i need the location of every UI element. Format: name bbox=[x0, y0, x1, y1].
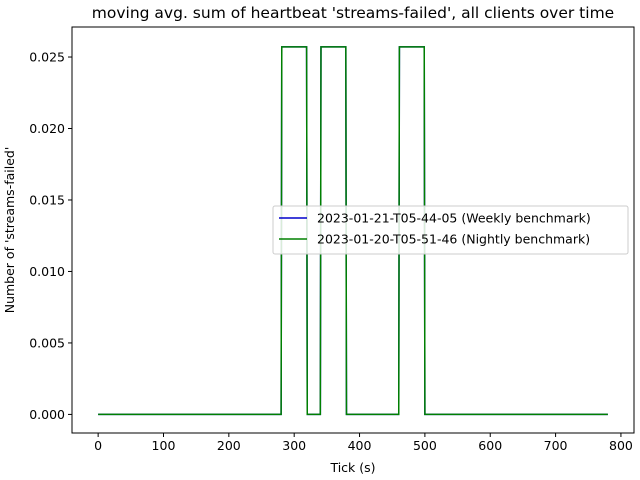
x-tick-label: 600 bbox=[478, 438, 502, 453]
x-tick-label: 400 bbox=[348, 438, 372, 453]
plot-area-frame bbox=[71, 26, 635, 434]
x-tick-label: 100 bbox=[152, 438, 176, 453]
legend-label-2: 2023-01-20-T05-51-46 (Nightly benchmark) bbox=[317, 232, 590, 247]
x-tick-label: 800 bbox=[609, 438, 633, 453]
x-tick-label: 0 bbox=[94, 438, 102, 453]
y-tick-label: 0.000 bbox=[29, 407, 65, 422]
y-tick-label: 0.020 bbox=[29, 121, 65, 136]
series-line-2 bbox=[98, 46, 608, 416]
legend: 2023-01-21-T05-44-05 (Weekly benchmark) 2… bbox=[272, 205, 629, 255]
x-tick-label: 700 bbox=[544, 438, 568, 453]
y-axis-label: Number of 'streams-failed' bbox=[2, 147, 17, 314]
y-tick-label: 0.015 bbox=[29, 192, 65, 207]
y-tick-label: 0.010 bbox=[29, 264, 65, 279]
y-tick-label: 0.025 bbox=[29, 50, 65, 65]
x-tick-label: 500 bbox=[413, 438, 437, 453]
y-tick-label: 0.005 bbox=[29, 335, 65, 350]
legend-label-1: 2023-01-21-T05-44-05 (Weekly benchmark) bbox=[317, 211, 591, 226]
chart-title: moving avg. sum of heartbeat 'streams-fa… bbox=[92, 4, 614, 22]
x-axis-label: Tick (s) bbox=[329, 460, 375, 475]
legend-box bbox=[272, 205, 629, 255]
x-tick-label: 200 bbox=[217, 438, 241, 453]
x-tick-label: 300 bbox=[282, 438, 306, 453]
